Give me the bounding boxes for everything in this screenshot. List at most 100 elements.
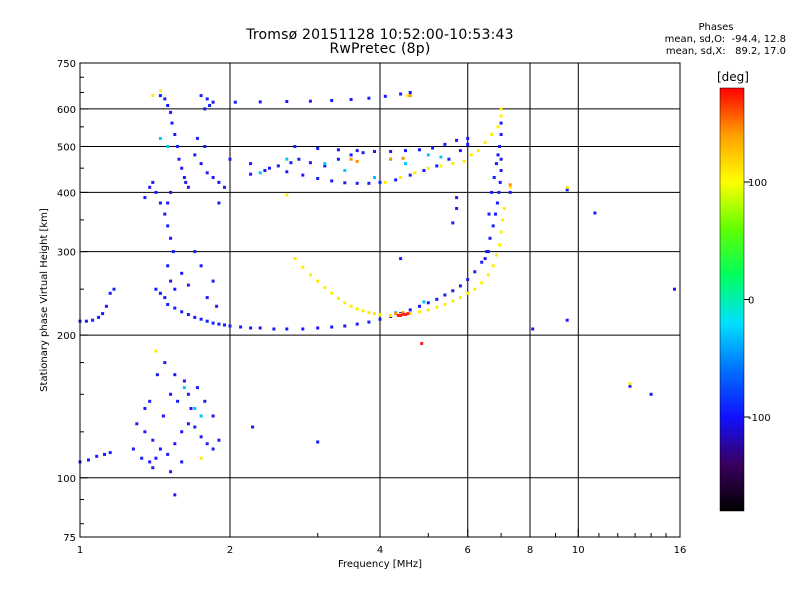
data-point [205,296,209,300]
data-point [486,273,490,277]
data-point [367,181,371,185]
data-point [406,312,410,316]
data-point [131,447,135,451]
data-point [458,149,462,153]
data-point [203,399,207,403]
data-point [166,145,170,148]
data-point [173,493,177,497]
data-point [158,201,162,205]
data-point [355,149,359,153]
data-point [361,309,365,313]
data-point [217,438,221,442]
data-point [316,440,320,444]
data-point [285,157,289,161]
data-point [217,322,221,326]
data-point [171,250,175,254]
data-point [184,180,188,184]
y-axis-ticks: 75 100 200 300 400 500 600 750 [57,59,88,544]
data-point [143,196,147,200]
data-point [498,243,502,247]
data-point [435,297,439,301]
data-point [158,89,162,93]
data-point [199,94,203,98]
data-point [169,279,173,283]
data-point [323,162,327,166]
data-point [408,308,412,312]
data-point [431,146,435,150]
chart-subtitle: RwPretec (8p) [329,41,431,57]
data-point [161,414,165,418]
data-point [158,136,162,140]
data-point [355,307,359,311]
colorbar-tick-label: 0 [748,296,754,307]
data-point [355,322,359,326]
data-point [323,286,327,289]
data-point [473,270,477,274]
data-point [408,91,412,94]
data-point [508,190,512,194]
data-point [166,264,170,268]
data-point [211,414,215,418]
data-point [330,291,334,295]
data-point [413,171,417,175]
data-point [272,327,276,331]
data-point [418,148,421,152]
data-point [316,326,320,330]
data-point [399,257,403,261]
data-point [408,312,412,316]
data-point [228,157,232,161]
data-point [565,318,569,322]
data-point [203,145,207,148]
data-point [215,304,219,308]
data-point [499,121,503,125]
data-point [401,313,405,316]
data-point [166,224,170,228]
data-point [233,100,237,104]
data-point [373,150,376,153]
data-point [502,207,506,210]
data-point [498,180,502,184]
data-point [499,133,503,136]
data-point [205,97,209,101]
data-point [418,304,421,308]
x-tick-label: 8 [527,545,533,556]
data-point [508,185,512,189]
data-point [649,392,653,396]
data-point [490,190,494,194]
data-point [455,138,459,142]
data-point [404,149,407,153]
data-point [84,319,88,323]
data-point [193,250,197,254]
data-point [193,153,197,157]
data-point [494,212,497,216]
data-point [203,107,207,111]
data-point [301,327,305,331]
data-point [336,148,340,152]
data-point [205,171,209,175]
data-point [330,179,334,183]
data-point [189,407,193,410]
data-point [228,324,232,328]
x-tick-label: 2 [227,545,233,556]
data-point [199,414,203,418]
data-point [443,142,447,146]
data-point [285,100,289,103]
data-point [135,422,139,426]
data-points [78,89,676,497]
data-point [458,284,462,288]
data-point [258,171,262,175]
data-point [373,312,376,316]
y-tick-label: 75 [63,533,76,544]
data-point [169,392,173,396]
data-point [173,373,177,377]
data-point [163,361,167,365]
data-point [343,169,347,172]
data-point [565,188,569,192]
data-point [249,326,253,330]
data-point [151,94,155,98]
data-point [488,236,492,240]
data-point [143,430,147,434]
data-point [349,98,353,101]
data-point [239,325,243,329]
colorbar-label: [deg] [717,70,749,84]
